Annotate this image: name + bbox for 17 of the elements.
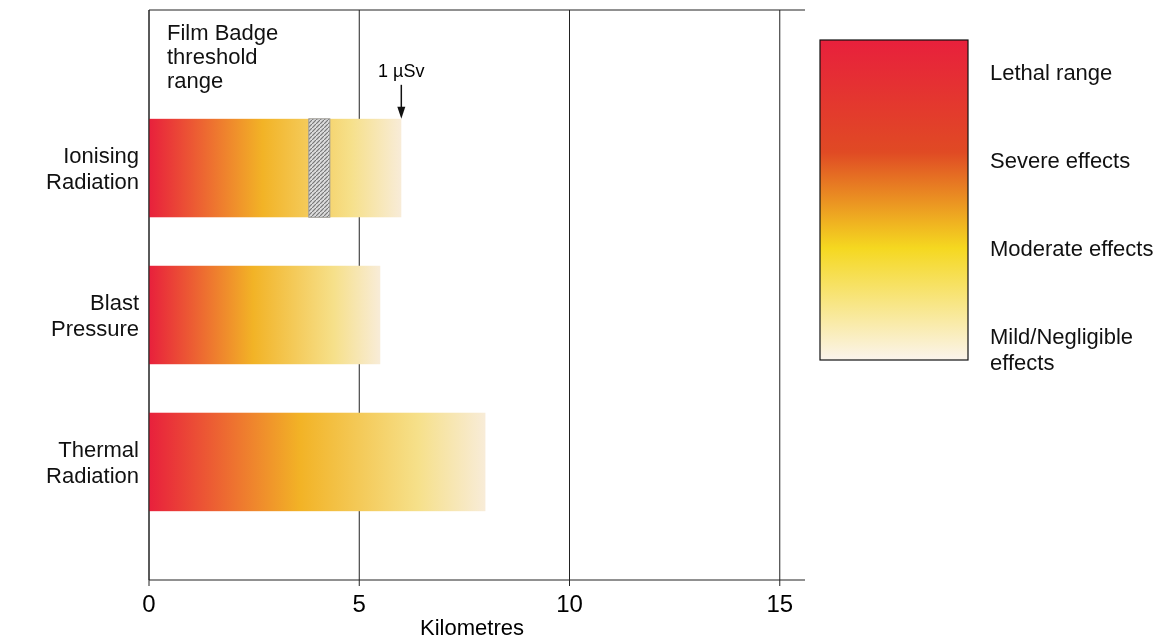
text: Severe effects [990,148,1131,173]
annotation: 1 µSv [378,60,425,81]
y-tick-label: Thermal Radiation [46,436,139,488]
y-tick-label: Ionising Radiation [46,143,139,195]
x-tick-label: 10 [556,590,583,617]
x-tick-label: 0 [142,590,156,617]
bar [149,412,486,512]
text: Moderate effects [990,236,1154,261]
bar [149,265,381,365]
x-tick-label: 5 [352,590,366,617]
y-tick-label: Blast Pressure [50,290,139,341]
bar [149,118,402,218]
text: Lethal range [990,60,1113,85]
x-tick-label: 15 [766,590,794,617]
x-axis-title: Kilometres [420,615,524,637]
text: Mild/Negligible effects [990,324,1134,375]
band-label: Film Badge threshold range [167,20,279,93]
